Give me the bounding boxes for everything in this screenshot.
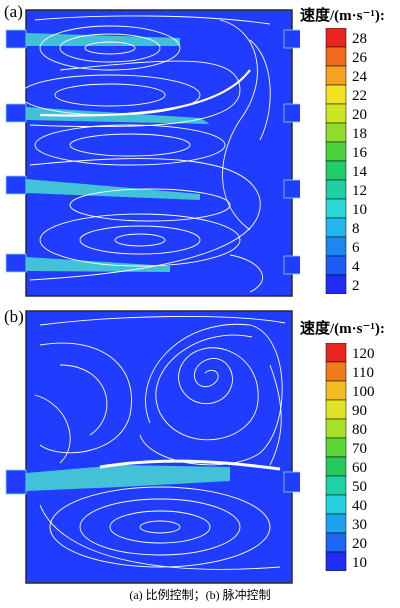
tick-label: 8	[352, 221, 360, 237]
tick-label: 12	[352, 183, 367, 199]
tick-label: 10	[352, 555, 367, 571]
right-nozzles-a	[283, 29, 300, 275]
legend-title-a: 速度/(m·s⁻¹):	[300, 8, 385, 24]
bright-streak-a	[39, 69, 251, 117]
panel-label-b: (b)	[4, 307, 24, 326]
tick-label: 18	[352, 126, 367, 142]
legend-title-b: 速度/(m·s⁻¹):	[300, 321, 385, 337]
flow-field-b	[5, 310, 300, 584]
tick-label: 120	[352, 346, 375, 362]
tick-label: 110	[352, 365, 374, 381]
tick-label: 14	[352, 164, 367, 180]
colorbar-a-cells	[325, 28, 347, 294]
tick-label: 26	[352, 50, 367, 66]
tick-label: 60	[352, 460, 367, 476]
tick-label: 90	[352, 403, 367, 419]
panel-a: (a) 速度/(m·s⁻¹): 28 26 24 22 20 18 16 14 …	[0, 0, 400, 300]
left-nozzle-b	[5, 469, 27, 495]
tick-label: 4	[352, 259, 360, 275]
colorbar-a	[325, 28, 347, 294]
tick-label: 28	[352, 31, 367, 47]
tick-label: 20	[352, 536, 367, 552]
jet-b	[26, 465, 230, 491]
tick-label: 2	[352, 278, 360, 294]
tick-label: 80	[352, 422, 367, 438]
colorbar-b-cells	[325, 343, 347, 571]
bright-streak-b	[99, 459, 281, 471]
domain-b	[25, 310, 293, 584]
tick-label: 100	[352, 384, 375, 400]
left-nozzles-a	[5, 29, 27, 273]
domain-a	[25, 9, 293, 297]
panel-b: (b) 速度/(m·s⁻¹): 120 110 100 90 80 70 60 …	[0, 305, 400, 585]
tick-label: 24	[352, 69, 367, 85]
right-nozzle-b	[283, 471, 300, 493]
tick-label: 40	[352, 498, 367, 514]
colorbar-b	[325, 343, 347, 571]
flow-field-a	[5, 9, 300, 297]
tick-label: 6	[352, 240, 360, 256]
tick-label: 50	[352, 479, 367, 495]
panel-label-a: (a)	[4, 2, 23, 21]
figure-caption: (a) 比例控制；(b) 脉冲控制	[129, 588, 271, 602]
tick-label: 70	[352, 441, 367, 457]
tick-label: 30	[352, 517, 367, 533]
streamlines-b	[34, 315, 286, 570]
tick-label: 16	[352, 145, 367, 161]
tick-label: 22	[352, 88, 367, 104]
tick-label: 20	[352, 107, 367, 123]
streamlines-a	[19, 15, 271, 293]
tick-label: 10	[352, 202, 367, 218]
